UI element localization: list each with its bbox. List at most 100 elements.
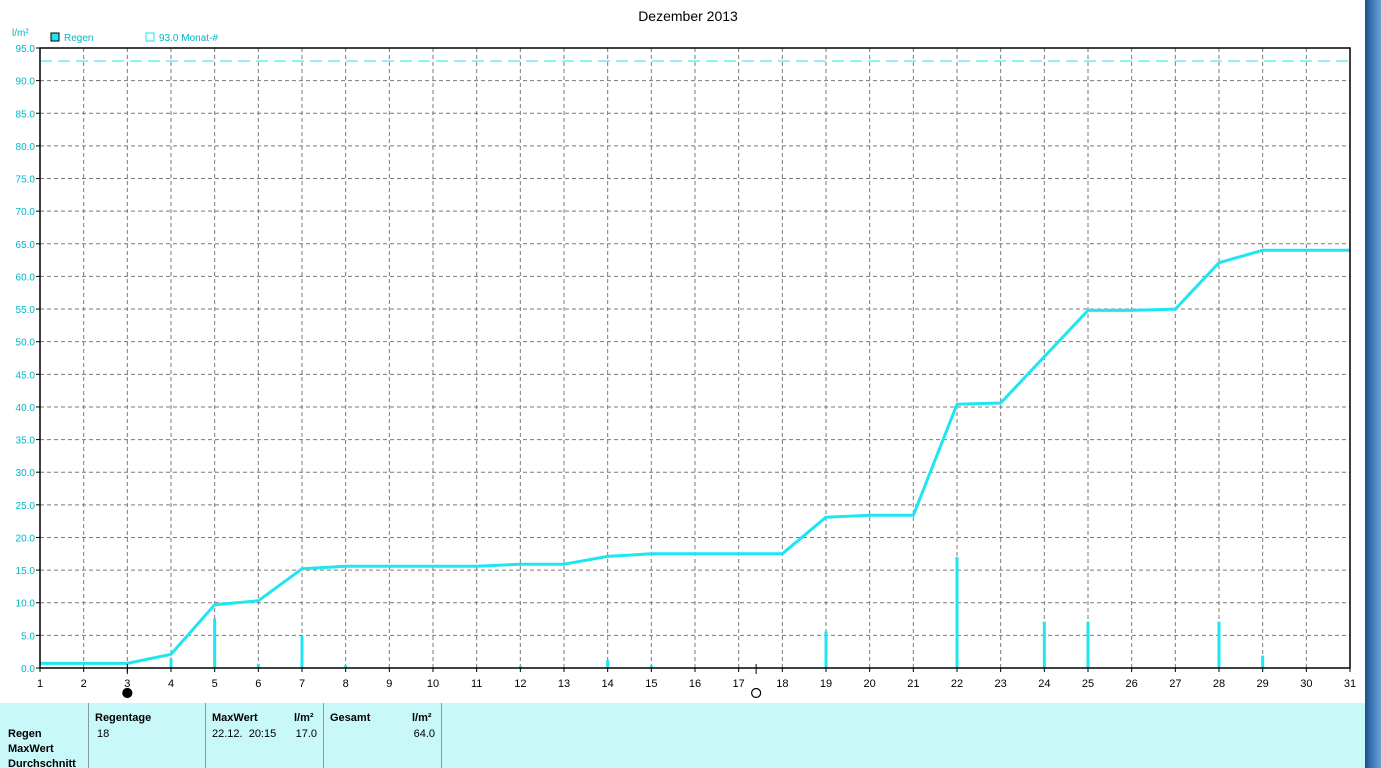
y-axis-ticks: 0.0 5.0 10.0 15.0 20.0 25.0 30.0 35.0 40.0 45.0 50… (16, 44, 40, 675)
header-regentage: Regentage (95, 712, 152, 724)
daily-rain-bar (213, 618, 217, 668)
value-regentage: 18 (97, 728, 110, 740)
x-tick-label: 1 (37, 678, 43, 690)
cumulative-line-group (40, 248, 1350, 665)
x-tick-label: 30 (1300, 678, 1312, 690)
x-tick-label: 12 (514, 678, 526, 690)
y-tick-label: 95.0 (16, 44, 36, 55)
new-moon-icon (751, 687, 762, 699)
daily-rain-bar (300, 636, 304, 668)
y-tick-label: 80.0 (16, 142, 36, 153)
daily-rain-bar (1042, 621, 1046, 668)
stats-divider (88, 703, 89, 768)
y-tick-label: 35.0 (16, 436, 36, 447)
y-tick-label: 15.0 (16, 566, 36, 577)
x-tick-label: 29 (1257, 678, 1269, 690)
x-tick-label: 17 (733, 678, 745, 690)
row-label-durchschnitt: Durchschnitt (8, 758, 76, 768)
x-tick-label: 4 (168, 678, 174, 690)
x-tick-label: 15 (645, 678, 657, 690)
x-tick-label: 7 (299, 678, 305, 690)
y-tick-label: 20.0 (16, 533, 36, 544)
stats-divider (441, 703, 442, 768)
daily-rain-bar (1086, 621, 1090, 668)
x-tick-label: 19 (820, 678, 832, 690)
header-unit-2: l/m² (412, 712, 432, 724)
x-tick-label: 28 (1213, 678, 1225, 690)
grid (40, 48, 1350, 668)
x-tick-label: 3 (124, 678, 130, 690)
y-tick-label: 70.0 (16, 207, 36, 218)
y-tick-label: 0.0 (21, 664, 35, 675)
x-tick-label: 20 (864, 678, 876, 690)
daily-bars (169, 557, 1265, 668)
chart-title: Dezember 2013 (638, 8, 738, 24)
x-tick-label: 27 (1169, 678, 1181, 690)
x-tick-label: 13 (558, 678, 570, 690)
y-tick-label: 90.0 (16, 77, 36, 88)
x-tick-label: 16 (689, 678, 701, 690)
legend-regen-label: Regen (64, 33, 93, 44)
y-tick-label: 5.0 (21, 631, 35, 642)
x-tick-label: 23 (995, 678, 1007, 690)
value-maxwert: 17.0 (295, 728, 317, 740)
legend-regen-swatch (50, 32, 60, 42)
x-tick-label: 10 (427, 678, 439, 690)
header-unit-1: l/m² (294, 712, 314, 724)
x-tick-label: 31 (1344, 678, 1356, 690)
x-tick-label: 24 (1038, 678, 1050, 690)
daily-rain-bar (256, 664, 260, 668)
value-maxwert-date: 22.12. 20:15 (212, 728, 277, 740)
window-edge (1365, 0, 1381, 768)
y-tick-label: 65.0 (16, 240, 36, 251)
plot-frame (39, 47, 1351, 669)
x-tick-label: 26 (1126, 678, 1138, 690)
full-moon-icon (122, 687, 133, 699)
legend-monat-label: 93.0 Monat-# (159, 33, 218, 44)
x-axis-ticks: 1 2 3 4 5 6 7 8 9 10 11 12 13 14 15 16 17 18 19 20 21 22 23 24 2… (37, 668, 1356, 690)
x-tick-label: 9 (386, 678, 392, 690)
y-tick-label: 60.0 (16, 272, 36, 283)
x-tick-label: 11 (471, 678, 482, 690)
y-axis-unit: l/m² (12, 28, 29, 39)
legend-monat-swatch (145, 32, 155, 42)
x-tick-label: 18 (776, 678, 788, 690)
header-gesamt: Gesamt (330, 712, 371, 724)
y-tick-label: 30.0 (16, 468, 36, 479)
y-tick-label: 45.0 (16, 370, 36, 381)
header-maxwert: MaxWert (212, 712, 258, 724)
x-tick-label: 22 (951, 678, 963, 690)
row-label-regen: Regen (8, 728, 42, 740)
x-tick-label: 8 (343, 678, 349, 690)
daily-rain-bar (1217, 621, 1221, 668)
x-tick-label: 14 (602, 678, 614, 690)
daily-rain-bar (169, 658, 173, 668)
y-tick-label: 25.0 (16, 501, 36, 512)
y-tick-label: 75.0 (16, 175, 36, 186)
moon-markers (122, 664, 762, 699)
daily-rain-bar (649, 665, 653, 668)
y-tick-label: 10.0 (16, 599, 36, 610)
x-tick-label: 6 (255, 678, 261, 690)
daily-rain-bar (955, 557, 959, 668)
y-tick-label: 40.0 (16, 403, 36, 414)
y-tick-label: 50.0 (16, 338, 36, 349)
x-tick-label: 2 (81, 678, 87, 690)
value-gesamt: 64.0 (413, 728, 435, 740)
x-tick-label: 5 (212, 678, 218, 690)
daily-rain-bar (518, 666, 522, 668)
x-tick-label: 21 (907, 678, 919, 690)
daily-rain-bar (824, 631, 828, 668)
row-label-maxwert: MaxWert (8, 743, 54, 755)
stats-divider (205, 703, 206, 768)
daily-rain-bar (606, 660, 610, 668)
y-tick-label: 55.0 (16, 305, 36, 316)
rain-chart: Dezember 2013 l/m² Regen 93.0 Monat-# 0.… (12, 8, 1356, 699)
stats-divider (323, 703, 324, 768)
legend: Regen 93.0 Monat-# (50, 32, 218, 44)
cumulative-rain-line (40, 248, 1350, 665)
x-tick-label: 25 (1082, 678, 1094, 690)
daily-rain-bar (1261, 655, 1265, 668)
stats-panel: Regen MaxWert Durchschnitt Regentage 18 … (0, 703, 1365, 768)
daily-rain-bar (344, 665, 348, 668)
